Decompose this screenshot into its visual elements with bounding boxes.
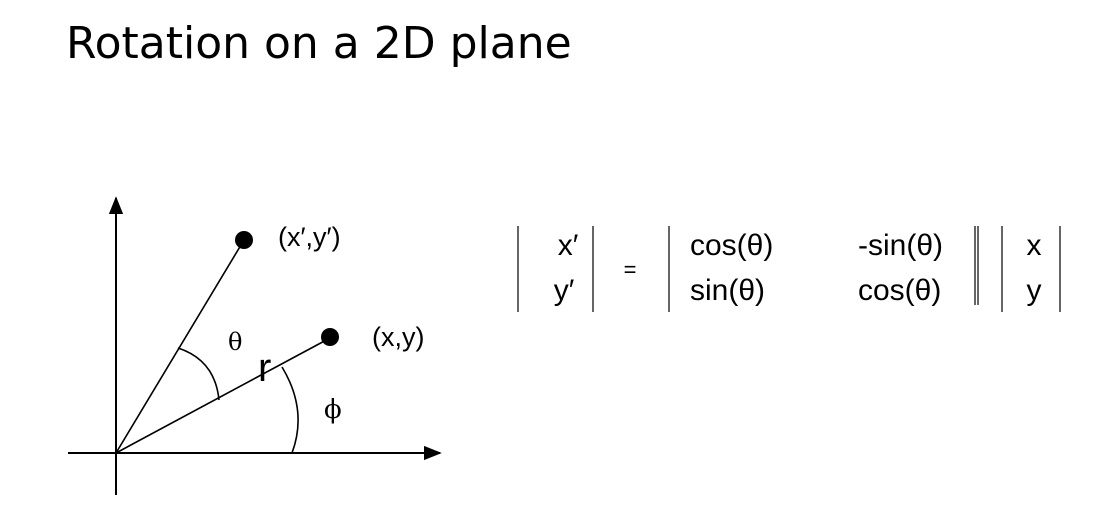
matrix-neg-sin: -sin(θ) (858, 229, 943, 262)
matrix-cos-top: cos(θ) (690, 229, 773, 262)
theta-arc (177, 347, 220, 401)
matrix-cos-bottom: cos(θ) (858, 274, 941, 307)
original-point (321, 328, 339, 346)
rotated-vector (115, 239, 245, 454)
rotated-point (235, 231, 253, 249)
original-point-label: (x,y) (372, 322, 424, 352)
phi-label: ϕ (324, 395, 342, 425)
theta-label: θ (228, 328, 242, 356)
equals-sign: = (624, 257, 637, 282)
rhs-x: x (1027, 229, 1042, 262)
original-vector (115, 337, 331, 454)
radius-label: r (258, 346, 271, 390)
phi-arc (281, 366, 299, 454)
matrix-sin: sin(θ) (690, 274, 765, 307)
lhs-y-prime: y′ (554, 274, 575, 307)
page-title: Rotation on a 2D plane (66, 18, 572, 69)
rhs-y: y (1027, 274, 1042, 307)
rotated-point-label: (x′,y′) (278, 222, 341, 252)
lhs-x-prime: x′ (558, 229, 579, 262)
